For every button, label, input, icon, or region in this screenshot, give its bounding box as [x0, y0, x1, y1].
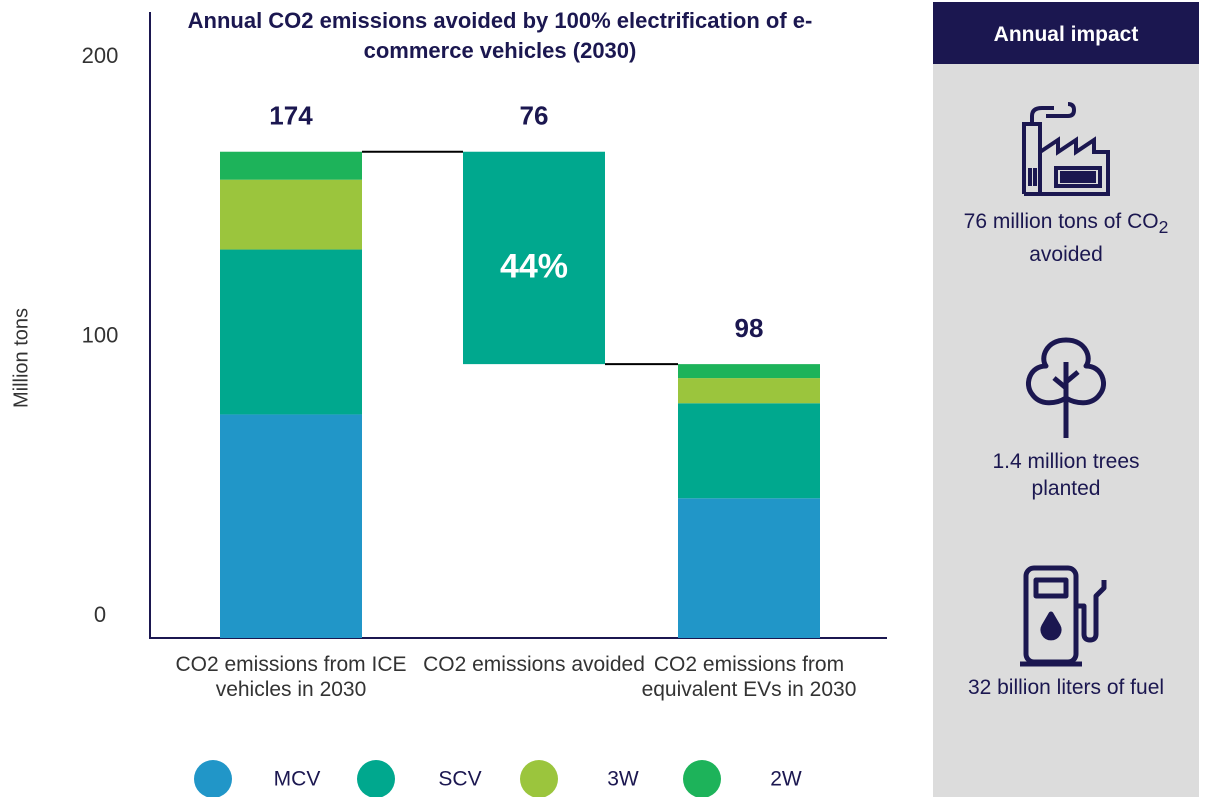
impact-item: 32 billion liters of fuel [933, 562, 1199, 701]
x-tick-label: CO2 emissions avoided [423, 653, 645, 676]
chart: Million tons 0 100 200 174 44% 76 98 MCV SCV 3W 2W [10, 12, 887, 797]
impact-text-part: 76 million tons of CO [963, 210, 1159, 233]
y-tick-label: 100 [82, 322, 119, 347]
legend-swatch [520, 760, 558, 797]
impact-text: 76 million tons of CO2 avoided [956, 208, 1176, 268]
panel-title: Annual impact [933, 2, 1199, 64]
y-tick-label: 0 [94, 602, 106, 627]
total-label: 98 [735, 313, 764, 343]
total-label: 76 [520, 101, 549, 131]
bar-segment [678, 364, 820, 379]
impact-text: 32 billion liters of fuel [967, 676, 1165, 699]
legend-label: MCV [274, 768, 321, 791]
legend-swatch [357, 760, 395, 797]
bar-segment [678, 378, 820, 404]
impact-item: 1.4 million trees planted [933, 332, 1199, 502]
bar-annotation: 44% [500, 248, 568, 286]
tree-icon [1026, 337, 1106, 438]
impact-text-subscript: 2 [1158, 217, 1169, 238]
chart-title: Annual CO2 emissions avoided by 100% ele… [187, 8, 813, 63]
total-label: 174 [269, 101, 313, 131]
legend-label: SCV [438, 768, 481, 791]
avoided-bar [463, 151, 605, 365]
bar-segment [220, 179, 362, 250]
x-tick-label: CO2 emissions from equivalent EVs in 203… [641, 653, 857, 701]
side-panel: Annual impact 76 million tons of CO2 avo… [933, 2, 1199, 797]
legend-label: 2W [770, 768, 802, 791]
bar-segment [220, 249, 362, 415]
legend-swatch [194, 760, 232, 797]
legend-swatch [683, 760, 721, 797]
bar-segment [220, 414, 362, 638]
bar-segment [220, 151, 362, 180]
bar-segment [678, 498, 820, 638]
legend-label: 3W [607, 768, 639, 791]
factory-icon [1022, 102, 1110, 196]
impact-text-part: avoided [1029, 243, 1103, 267]
fuel-pump-icon [1020, 565, 1107, 667]
x-tick-label: CO2 emissions from ICE vehicles in 2030 [175, 653, 407, 701]
bar-segment [678, 403, 820, 499]
impact-item: 76 million tons of CO2 avoided [933, 102, 1199, 268]
y-axis-label: Million tons [10, 308, 32, 408]
impact-text: 1.4 million trees planted [992, 450, 1140, 500]
y-tick-label: 200 [82, 43, 119, 68]
